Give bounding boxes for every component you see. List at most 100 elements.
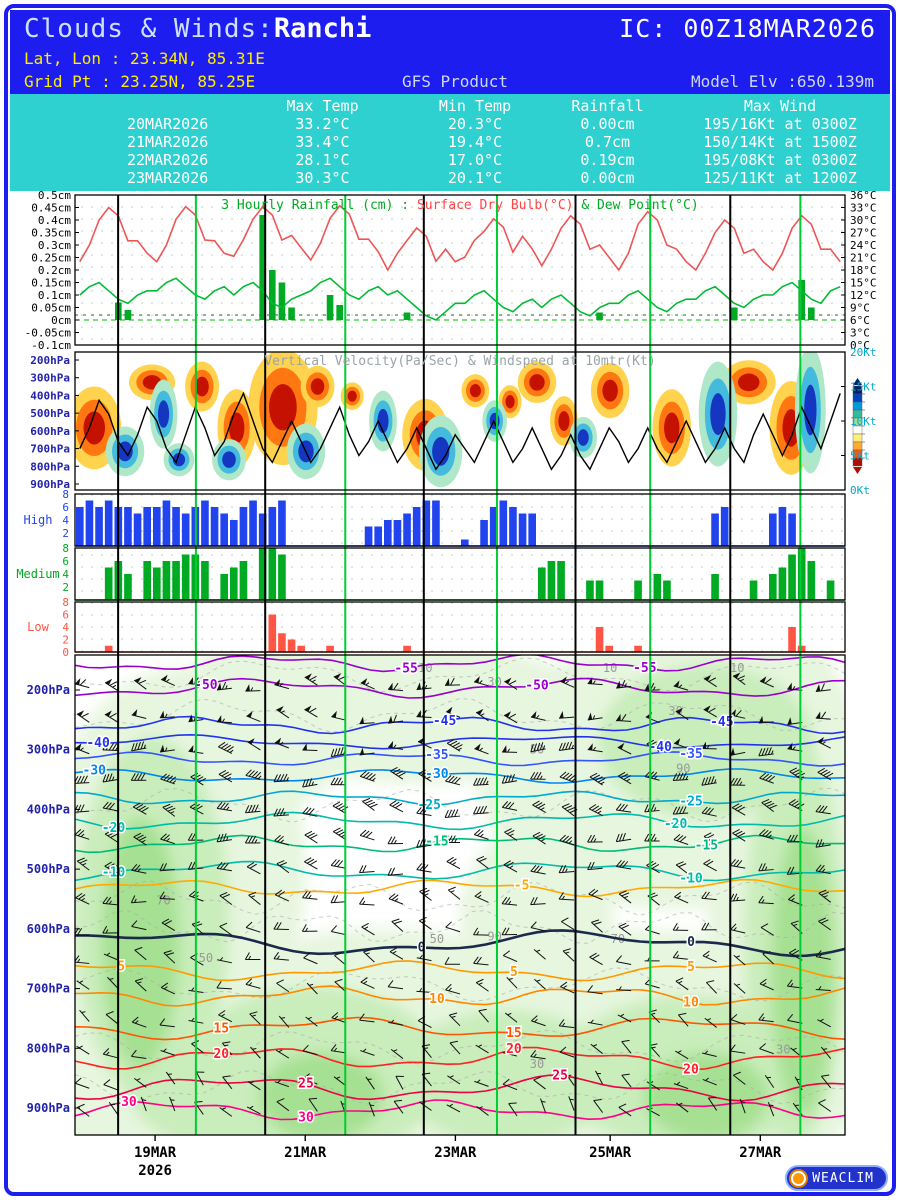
svg-text:-50: -50 xyxy=(525,678,549,693)
svg-text:15: 15 xyxy=(506,1026,522,1041)
svg-text:5: 5 xyxy=(510,965,518,980)
forecast-summary-table: Max Temp Min Temp Rainfall Max Wind 20MA… xyxy=(10,94,890,191)
svg-text:9°C: 9°C xyxy=(850,302,870,315)
svg-text:30: 30 xyxy=(121,1095,137,1110)
svg-text:-15: -15 xyxy=(425,834,448,849)
svg-text:0Kt: 0Kt xyxy=(850,484,870,497)
cell-max: 33.2°C xyxy=(295,115,350,133)
cell-wind: 125/11Kt at 1200Z xyxy=(703,169,857,187)
svg-text:300hPa: 300hPa xyxy=(30,372,70,385)
svg-text:4: 4 xyxy=(62,621,69,634)
cell-rain: 0.00cm xyxy=(580,169,635,187)
svg-text:-45: -45 xyxy=(433,714,456,729)
table-body: 20MAR2026 33.2°C 20.3°C 0.00cm 195/16Kt at 0… xyxy=(10,115,890,187)
svg-text:19MAR: 19MAR xyxy=(134,1145,177,1161)
svg-text:30: 30 xyxy=(668,704,682,718)
svg-text:0.3cm: 0.3cm xyxy=(38,239,71,252)
svg-text:-55: -55 xyxy=(633,661,656,676)
cell-rain: 0.00cm xyxy=(580,115,635,133)
svg-text:300hPa: 300hPa xyxy=(27,743,70,757)
svg-text:0.1cm: 0.1cm xyxy=(38,289,71,302)
svg-text:0: 0 xyxy=(687,935,695,950)
svg-text:30: 30 xyxy=(487,675,501,689)
header-title-row: Clouds & Winds:Ranchi IC: 00Z18MAR2026 xyxy=(10,10,890,48)
svg-text:6: 6 xyxy=(62,555,69,568)
svg-text:-20: -20 xyxy=(664,817,688,832)
svg-text:10: 10 xyxy=(683,996,699,1011)
cell-min: 19.4°C xyxy=(447,133,503,151)
cell-wind: 195/08Kt at 0300Z xyxy=(703,151,857,169)
svg-text:30: 30 xyxy=(776,1042,790,1056)
svg-text:800hPa: 800hPa xyxy=(30,460,70,473)
svg-text:-30: -30 xyxy=(83,764,107,779)
svg-text:25: 25 xyxy=(298,1077,314,1092)
svg-text:27MAR: 27MAR xyxy=(739,1145,782,1161)
table-header-row: Max Temp Min Temp Rainfall Max Wind xyxy=(10,97,890,115)
svg-text:0.25cm: 0.25cm xyxy=(31,252,71,265)
svg-text:8: 8 xyxy=(62,488,69,501)
svg-text:10: 10 xyxy=(429,992,445,1007)
page-title: Clouds & Winds:Ranchi xyxy=(24,13,371,44)
cell-max: 30.3°C xyxy=(295,169,350,187)
svg-text:20: 20 xyxy=(506,1042,522,1057)
cell-date: 21MAR2026 xyxy=(127,133,209,151)
latlon: Lat, Lon : 23.34N, 85.31E xyxy=(24,49,265,68)
svg-text:-35: -35 xyxy=(425,748,448,763)
initial-condition: IC: 00Z18MAR2026 xyxy=(619,14,876,43)
cell-max: 28.1°C xyxy=(295,151,350,169)
svg-text:4: 4 xyxy=(62,568,69,581)
svg-text:27°C: 27°C xyxy=(850,227,877,240)
table-row: 21MAR2026 33.4°C 19.4°C 0.7cm 150/14Kt at 15… xyxy=(10,133,890,151)
svg-text:10: 10 xyxy=(603,661,617,675)
svg-text:-15: -15 xyxy=(695,839,718,854)
svg-text:-50: -50 xyxy=(194,678,218,693)
svg-text:90: 90 xyxy=(487,930,501,944)
svg-text:50: 50 xyxy=(430,932,444,946)
svg-text:900hPa: 900hPa xyxy=(30,478,70,491)
svg-text:0.2cm: 0.2cm xyxy=(38,264,71,277)
title-station: Ranchi xyxy=(273,13,372,44)
svg-text:90: 90 xyxy=(676,762,690,776)
svg-text:15°C: 15°C xyxy=(850,277,877,290)
svg-text:0: 0 xyxy=(418,941,426,956)
svg-text:-40: -40 xyxy=(86,736,110,751)
svg-text:0.4cm: 0.4cm xyxy=(38,214,71,227)
svg-text:70: 70 xyxy=(156,894,170,908)
svg-text:50: 50 xyxy=(199,951,213,965)
header: Clouds & Winds:Ranchi IC: 00Z18MAR2026 L… xyxy=(10,10,890,94)
svg-text:15: 15 xyxy=(213,1022,229,1037)
vertical-velocity-panel xyxy=(75,352,841,488)
velocity-colorbar xyxy=(852,378,865,474)
svg-text:-25: -25 xyxy=(679,794,702,809)
svg-text:200hPa: 200hPa xyxy=(27,683,70,697)
svg-text:18°C: 18°C xyxy=(850,264,877,277)
svg-text:-35: -35 xyxy=(679,747,702,762)
svg-text:-20: -20 xyxy=(102,821,126,836)
svg-text:High: High xyxy=(24,513,53,527)
svg-text:0: 0 xyxy=(62,646,69,659)
cell-rain: 0.7cm xyxy=(584,133,631,151)
svg-text:2: 2 xyxy=(62,634,69,647)
svg-text:21°C: 21°C xyxy=(850,252,877,265)
svg-text:30°C: 30°C xyxy=(850,214,877,227)
svg-text:-10: -10 xyxy=(679,871,703,886)
svg-text:500hPa: 500hPa xyxy=(27,862,70,876)
svg-text:Medium: Medium xyxy=(16,567,59,581)
svg-text:-0.1cm: -0.1cm xyxy=(31,339,71,352)
svg-text:15Kt: 15Kt xyxy=(850,381,877,394)
svg-text:0.5cm: 0.5cm xyxy=(38,189,71,202)
svg-text:0.45cm: 0.45cm xyxy=(31,202,71,215)
col-max-temp: Max Temp xyxy=(286,97,359,115)
cell-date: 20MAR2026 xyxy=(127,115,209,133)
svg-text:Vertical Velocity(Pa/Sec) & Wi: Vertical Velocity(Pa/Sec) & Windspeed at… xyxy=(264,354,655,369)
title-prefix: Clouds & Winds: xyxy=(24,14,274,44)
svg-text:5: 5 xyxy=(687,960,695,975)
svg-text:20Kt: 20Kt xyxy=(850,346,877,359)
cell-max: 33.4°C xyxy=(295,133,350,151)
svg-text:23MAR: 23MAR xyxy=(434,1145,477,1161)
svg-text:10: 10 xyxy=(418,661,432,675)
svg-text:800hPa: 800hPa xyxy=(27,1041,70,1055)
weaclim-logo-icon xyxy=(791,1170,807,1186)
